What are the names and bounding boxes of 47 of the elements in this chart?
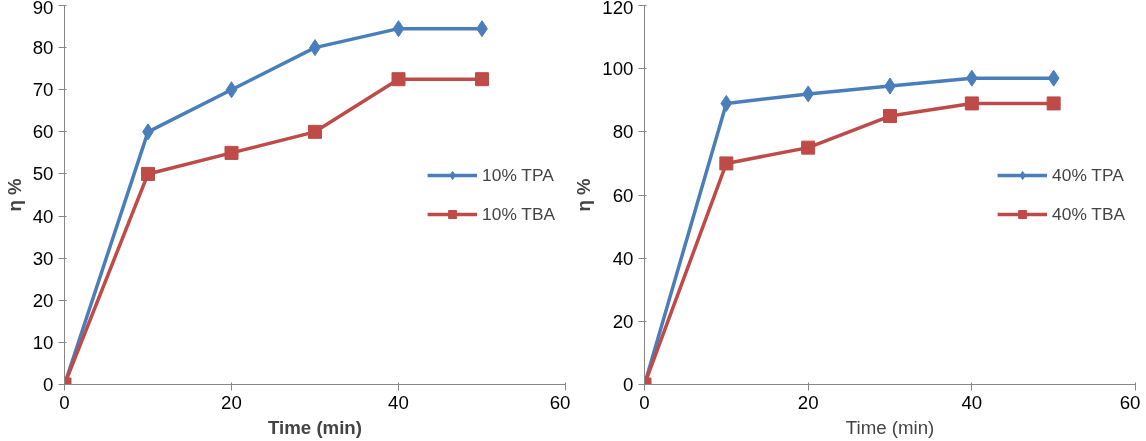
point [720,94,733,112]
y-tick-label: 0 [43,374,54,395]
point [964,96,979,111]
legend-label: 40% TPA [1052,164,1124,186]
y-tick-label: 50 [32,163,54,185]
y-tick-label: 30 [32,247,54,269]
legend-label: 40% TBA [1052,203,1125,225]
y-tick-label: 10 [32,331,54,353]
point [801,140,816,155]
y-tick-label: 20 [32,289,54,311]
point [1046,96,1061,111]
legend-label: 10% TPA [482,164,554,186]
x-tick-label: 20 [797,391,819,413]
x-tick-label: 40 [961,391,983,413]
point [719,156,734,171]
point [392,20,405,38]
y-tick-label: 120 [602,0,634,18]
y-tick-label: 60 [32,121,54,143]
y-axis-title: η % [3,178,25,212]
point [224,145,239,160]
x-tick-label: 60 [1119,391,1141,413]
x-tick-label: 60 [549,391,571,413]
y-tick-label: 80 [612,121,634,143]
x-tick-label: 20 [221,391,242,413]
point [475,72,489,87]
x-axis-title: Time (min) [268,416,362,438]
point [1047,69,1060,87]
legend-label: 10% TBA [482,203,555,225]
x-tick-label: 40 [388,391,409,413]
x-tick-label: 0 [59,391,70,413]
point [391,72,406,87]
y-tick-label: 90 [32,0,54,18]
point [141,166,155,181]
y-tick-label: 100 [602,58,634,80]
y-tick-label: 40 [612,247,634,269]
y-tick-label: 20 [612,310,634,332]
y-tick-label: 40 [32,205,54,227]
x-axis-title: Time (min) [845,416,935,438]
y-tick-label: 0 [623,374,634,395]
y-tick-label: 80 [32,37,54,59]
y-tick-label: 70 [32,79,54,101]
y-tick-label: 60 [612,184,634,206]
x-tick-label: 0 [639,391,650,413]
point [883,109,897,124]
point [308,124,322,139]
y-axis-title: η % [573,178,595,212]
point [225,81,238,99]
